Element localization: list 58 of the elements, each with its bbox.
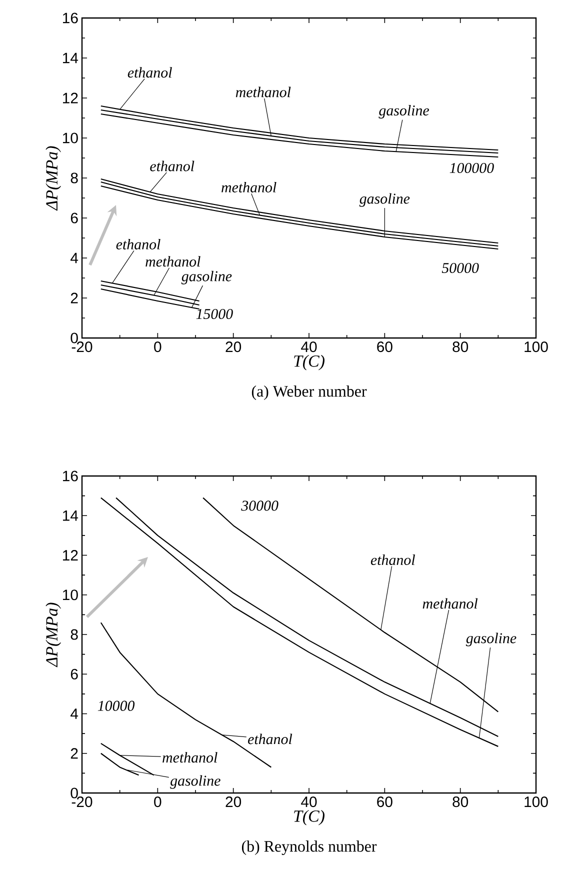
x-tick-label: 20 — [226, 342, 242, 352]
x-axis-title: T(C) — [294, 354, 324, 370]
annotation: 50000 — [442, 262, 479, 274]
annotation: methanol — [236, 86, 291, 98]
annotation: gasoline — [466, 632, 516, 646]
y-tick-label: 0 — [70, 332, 78, 344]
y-tick-label: 14 — [63, 510, 78, 521]
x-tick-label: 40 — [301, 342, 317, 352]
y-axis-title: ΔP(MPa) — [46, 602, 62, 668]
y-tick-label: 4 — [70, 708, 78, 719]
y-tick-label: 10 — [63, 132, 78, 144]
annotation: 15000 — [196, 308, 233, 320]
y-tick-label: 8 — [70, 629, 78, 640]
y-tick-label: 2 — [70, 748, 78, 759]
text: (b) Reynolds number — [242, 840, 377, 856]
y-tick-label: 4 — [70, 252, 78, 264]
y-tick-label: 16 — [63, 470, 78, 482]
annotation: 100000 — [450, 162, 494, 174]
y-tick-label: 12 — [63, 550, 78, 560]
annotation: ethanol — [370, 554, 415, 566]
y-tick-label: 0 — [70, 788, 78, 798]
annotation: methanol — [222, 182, 276, 192]
y-tick-label: 10 — [63, 590, 78, 600]
y-axis-title: ΔP(MPa) — [46, 146, 62, 211]
x-tick-label: -20 — [72, 796, 92, 808]
y-tick-label: 6 — [70, 212, 78, 224]
x-tick-label: 0 — [154, 342, 162, 352]
annotation: ethanol — [128, 67, 172, 78]
annotation: gasoline — [181, 270, 232, 284]
annotation: 10000 — [98, 700, 135, 711]
y-tick-label: 16 — [63, 12, 78, 24]
y-tick-label: 2 — [70, 292, 78, 304]
x-tick-label: 0 — [154, 796, 162, 808]
x-tick-label: 100 — [524, 796, 548, 808]
y-tick-label: 12 — [63, 92, 78, 104]
y-tick-label: 14 — [63, 52, 78, 64]
x-tick-label: 20 — [226, 796, 242, 808]
text: (a) Weber number — [252, 386, 367, 400]
annotation: gasoline — [170, 775, 220, 789]
annotation: methanol — [146, 256, 200, 267]
annotation: ethanol — [116, 238, 160, 250]
x-tick-label: 60 — [377, 796, 392, 808]
annotation: ethanol — [248, 734, 292, 744]
y-tick-label: 6 — [70, 668, 78, 680]
annotation: gasoline — [378, 105, 430, 119]
x-tick-label: 80 — [452, 796, 468, 808]
y-tick-label: 8 — [70, 172, 78, 184]
annotation: methanol — [422, 598, 478, 609]
x-tick-label: 100 — [524, 342, 548, 352]
annotation: gasoline — [359, 193, 410, 207]
annotation: ethanol — [150, 160, 194, 172]
x-tick-label: 80 — [452, 342, 468, 352]
x-tick-label: 40 — [301, 796, 317, 808]
x-tick-label: 60 — [377, 342, 392, 352]
annotation: methanol — [162, 752, 218, 763]
x-tick-label: -20 — [72, 342, 92, 352]
x-axis-title: T(C) — [294, 810, 324, 826]
annotation: 30000 — [241, 500, 278, 511]
